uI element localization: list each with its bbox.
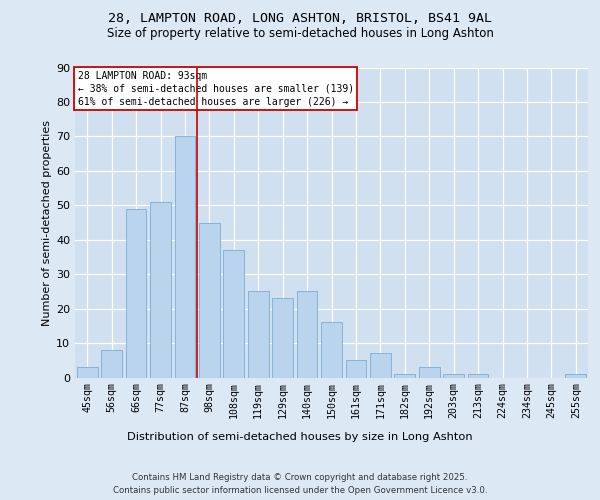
Bar xyxy=(150,202,171,378)
Text: Contains HM Land Registry data © Crown copyright and database right 2025.: Contains HM Land Registry data © Crown c… xyxy=(132,472,468,482)
Bar xyxy=(248,292,269,378)
Bar xyxy=(419,367,440,378)
Bar xyxy=(394,374,415,378)
Text: Distribution of semi-detached houses by size in Long Ashton: Distribution of semi-detached houses by … xyxy=(127,432,473,442)
Bar xyxy=(125,208,146,378)
Bar xyxy=(565,374,586,378)
Bar xyxy=(370,354,391,378)
Text: 28, LAMPTON ROAD, LONG ASHTON, BRISTOL, BS41 9AL: 28, LAMPTON ROAD, LONG ASHTON, BRISTOL, … xyxy=(108,12,492,26)
Bar xyxy=(77,367,98,378)
Bar xyxy=(199,222,220,378)
Bar xyxy=(101,350,122,378)
Bar xyxy=(346,360,367,378)
Bar xyxy=(175,136,196,378)
Bar xyxy=(223,250,244,378)
Bar xyxy=(443,374,464,378)
Bar xyxy=(467,374,488,378)
Text: Contains public sector information licensed under the Open Government Licence v3: Contains public sector information licen… xyxy=(113,486,487,495)
Bar xyxy=(321,322,342,378)
Text: Size of property relative to semi-detached houses in Long Ashton: Size of property relative to semi-detach… xyxy=(107,28,493,40)
Y-axis label: Number of semi-detached properties: Number of semi-detached properties xyxy=(42,120,52,326)
Bar xyxy=(272,298,293,378)
Bar xyxy=(296,292,317,378)
Text: 28 LAMPTON ROAD: 93sqm
← 38% of semi-detached houses are smaller (139)
61% of se: 28 LAMPTON ROAD: 93sqm ← 38% of semi-det… xyxy=(77,70,353,107)
